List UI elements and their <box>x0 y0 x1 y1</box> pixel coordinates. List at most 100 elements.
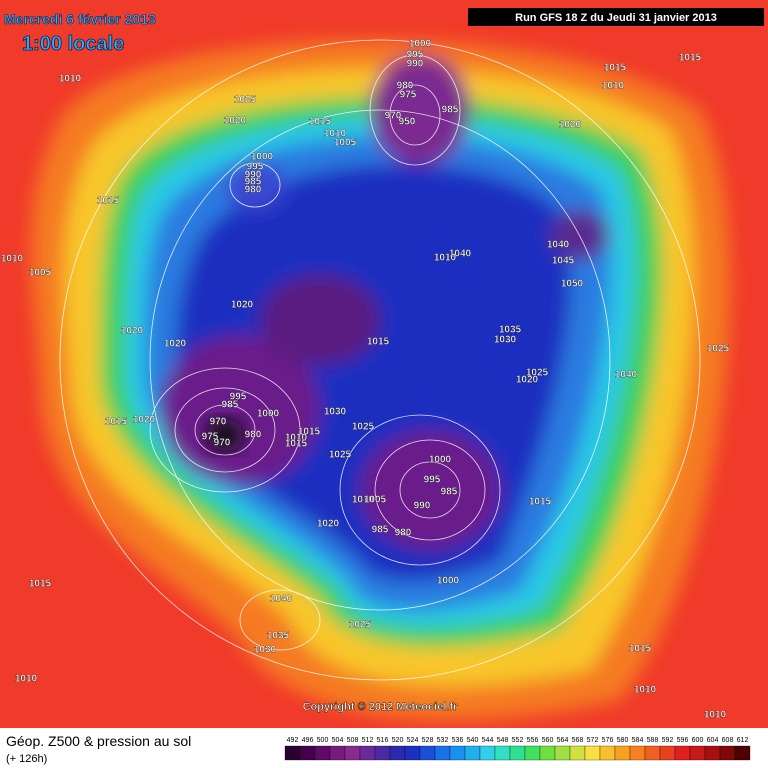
pressure-label: 1035 <box>267 631 290 642</box>
pressure-label: 1010 <box>704 710 727 721</box>
pressure-label: 1015 <box>679 53 702 64</box>
scale-label: 520 <box>392 737 404 744</box>
pressure-label: 970 <box>210 417 227 428</box>
pressure-label: 1010 <box>1 254 24 265</box>
pressure-label: 1040 <box>270 594 293 605</box>
pressure-label: 1015 <box>367 337 390 348</box>
pressure-label: 995 <box>247 162 264 173</box>
pressure-label: 1030 <box>324 407 347 418</box>
pressure-label: 1020 <box>231 300 254 311</box>
pressure-label: 950 <box>399 117 416 128</box>
pressure-label: 985 <box>442 105 459 116</box>
pressure-label: 1025 <box>707 344 730 355</box>
scale-label: 536 <box>452 737 464 744</box>
scale-swatch <box>644 745 661 761</box>
pressure-label: 1005 <box>29 268 52 279</box>
pressure-label: 970 <box>385 111 402 122</box>
pressure-label: 980 <box>245 185 262 196</box>
scale-label: 572 <box>587 737 599 744</box>
pressure-label: 1000 <box>437 576 460 587</box>
pressure-label: 990 <box>245 170 262 181</box>
scale-swatch <box>599 745 616 761</box>
pressure-label: 1020 <box>133 415 156 426</box>
pressure-label: 1005 <box>334 138 357 149</box>
scale-swatch <box>659 745 676 761</box>
scale-label: 556 <box>527 737 539 744</box>
pressure-label: 1010 <box>324 129 347 140</box>
pressure-label: 1045 <box>552 256 575 267</box>
pressure-label: 1015 <box>529 497 552 508</box>
pressure-label: 1010 <box>352 495 375 506</box>
scale-swatch <box>569 745 586 761</box>
pressure-label: 1010 <box>434 253 457 264</box>
scale-label: 492 <box>287 737 299 744</box>
scale-label: 576 <box>602 737 614 744</box>
pressure-label: 1020 <box>516 375 539 386</box>
pressure-label: 1010 <box>15 674 38 685</box>
scale-label: 588 <box>647 737 659 744</box>
scale-label: 516 <box>377 737 389 744</box>
scale-label: 512 <box>362 737 374 744</box>
scale-label: 560 <box>542 737 554 744</box>
pressure-label: 1030 <box>254 645 277 656</box>
pressure-label: 1020 <box>317 519 340 530</box>
run-info: Run GFS 18 Z du Jeudi 31 janvier 2013 <box>515 12 717 24</box>
pressure-label: 1025 <box>352 422 375 433</box>
scale-swatch <box>479 745 496 761</box>
scale-swatch <box>329 745 346 761</box>
pressure-label: 1010 <box>285 433 308 444</box>
local-time: 1:00 locale <box>22 33 124 55</box>
scale-swatch <box>344 745 361 761</box>
pressure-label: 995 <box>424 475 441 486</box>
scale-label: 584 <box>632 737 644 744</box>
lead-time: (+ 126h) <box>6 753 47 765</box>
pressure-label: 980 <box>245 430 262 441</box>
date: Mercredi 6 février 2013 <box>4 11 156 27</box>
pressure-label: 980 <box>397 81 414 92</box>
pressure-label: 985 <box>222 400 239 411</box>
pressure-label: 1025 <box>526 368 549 379</box>
scale-swatch <box>734 745 751 761</box>
scale-label: 548 <box>497 737 509 744</box>
pressure-label: 1020 <box>121 326 144 337</box>
pressure-label: 1040 <box>449 249 472 260</box>
scale-swatch <box>359 745 376 761</box>
scale-label: 604 <box>707 737 719 744</box>
pressure-label: 985 <box>245 177 262 188</box>
pressure-label: 1015 <box>309 117 332 128</box>
pressure-label: 1010 <box>59 74 82 85</box>
pressure-label: 995 <box>230 392 247 403</box>
scale-swatch <box>464 745 481 761</box>
scale-swatch <box>509 745 526 761</box>
scale-swatch <box>554 745 571 761</box>
scale-swatch <box>404 745 421 761</box>
scale-label: 612 <box>737 737 749 744</box>
pressure-label: 1025 <box>329 450 352 461</box>
scale-label: 528 <box>422 737 434 744</box>
pressure-label: 1015 <box>285 439 308 450</box>
scale-swatch <box>584 745 601 761</box>
color-scale: 492 496 500 504 508 512 516 520 524 528 532 536 540 5… <box>284 737 751 761</box>
scale-swatch <box>719 745 736 761</box>
pressure-label: 1015 <box>629 644 652 655</box>
pressure-label: 1020 <box>164 339 187 350</box>
pressure-label: 1025 <box>349 620 372 631</box>
pressure-label: 1035 <box>499 325 522 336</box>
pressure-label: 1015 <box>29 579 52 590</box>
pressure-label: 1010 <box>634 685 657 696</box>
pressure-label: 1040 <box>615 370 638 381</box>
pressure-label: 975 <box>202 432 219 443</box>
scale-swatch <box>314 745 331 761</box>
pressure-label: 990 <box>407 59 424 70</box>
legend-title: Géop. Z500 & pression au sol <box>6 733 191 749</box>
scale-swatch <box>614 745 631 761</box>
map-field <box>0 0 768 728</box>
scale-label: 508 <box>347 737 359 744</box>
scale-swatch <box>419 745 436 761</box>
scale-label: 544 <box>482 737 494 744</box>
scale-label: 552 <box>512 737 524 744</box>
pressure-label: 1015 <box>604 63 627 74</box>
